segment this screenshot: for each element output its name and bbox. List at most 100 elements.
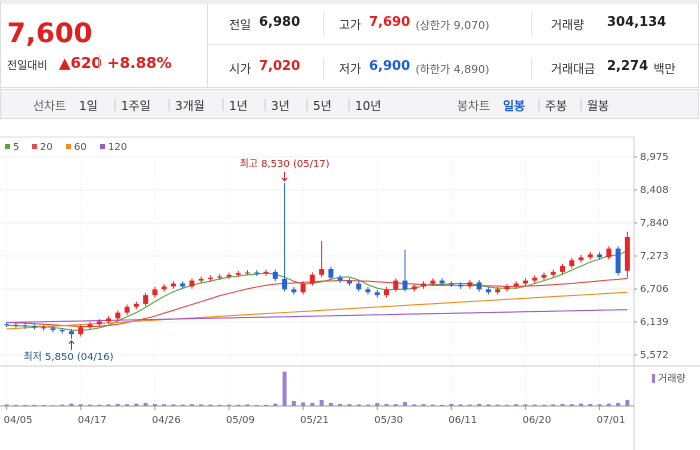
y-tick-label: 7,273 bbox=[640, 251, 669, 262]
candle-body bbox=[170, 283, 176, 287]
candle-body bbox=[337, 277, 343, 281]
candle-body bbox=[152, 289, 158, 296]
period-button[interactable]: 1년 bbox=[229, 99, 248, 113]
candle-body bbox=[597, 254, 603, 258]
candle-body bbox=[282, 278, 288, 290]
period-button[interactable]: 주봉 bbox=[545, 99, 568, 113]
period-button[interactable]: 1일 bbox=[79, 99, 98, 113]
volume-bar bbox=[282, 371, 287, 406]
candle-body bbox=[421, 283, 427, 287]
volume-bar bbox=[13, 404, 18, 406]
candle-body bbox=[328, 268, 334, 278]
stat-value: 7,020 bbox=[259, 59, 301, 74]
stat-label: 시가 bbox=[229, 62, 252, 76]
candle-body bbox=[430, 280, 436, 284]
candle-body bbox=[96, 321, 102, 325]
change-label: 전일대비 bbox=[7, 59, 48, 72]
y-tick-label: 6,706 bbox=[640, 284, 669, 295]
volume-bar bbox=[338, 404, 343, 406]
period-button[interactable]: 5년 bbox=[313, 99, 332, 113]
candle-body bbox=[161, 286, 167, 290]
period-button[interactable]: 10년 bbox=[355, 99, 382, 113]
price: 7,600 bbox=[7, 18, 93, 49]
volume-bar bbox=[597, 404, 602, 406]
candle-body bbox=[383, 289, 389, 296]
candle-body bbox=[143, 295, 149, 304]
candle-body bbox=[217, 276, 223, 278]
volume-bar bbox=[532, 404, 537, 406]
candle-body bbox=[365, 289, 371, 293]
volume-bar bbox=[328, 403, 333, 406]
ma-line bbox=[6, 291, 628, 330]
x-tick-label: 07/01 bbox=[597, 415, 626, 426]
candle-body bbox=[50, 328, 56, 331]
x-tick-label: 04/05 bbox=[4, 415, 33, 426]
candle-body bbox=[300, 283, 306, 293]
volume-bar bbox=[551, 404, 556, 406]
volume-bar bbox=[189, 404, 194, 406]
candle-body bbox=[319, 268, 325, 275]
candle-body bbox=[346, 280, 352, 284]
low-arrow bbox=[68, 340, 75, 350]
volume-bar bbox=[625, 399, 630, 406]
ma-line bbox=[6, 277, 628, 328]
volume-bar bbox=[347, 404, 352, 406]
period-button[interactable]: 1주일 bbox=[121, 99, 151, 113]
volume-bar bbox=[569, 404, 574, 406]
volume-bar bbox=[606, 403, 611, 406]
volume-bar bbox=[41, 405, 46, 406]
volume-bar bbox=[69, 403, 74, 406]
stat-value: 304,134 bbox=[607, 15, 667, 30]
volume-bar bbox=[97, 404, 102, 406]
divider bbox=[208, 44, 700, 45]
candle-body bbox=[356, 283, 362, 290]
candle-body bbox=[207, 277, 213, 279]
volume-bar bbox=[486, 404, 491, 406]
change: ▲620 bbox=[59, 54, 102, 72]
candle-body bbox=[13, 324, 19, 326]
candle-body bbox=[180, 283, 186, 287]
volume-bar bbox=[245, 404, 250, 406]
period-button[interactable]: 일봉 bbox=[503, 99, 526, 113]
divider: | bbox=[347, 97, 352, 111]
x-tick-label: 04/17 bbox=[78, 415, 107, 426]
candle-body bbox=[4, 324, 10, 326]
y-tick-label: 8,408 bbox=[640, 185, 669, 196]
volume-bar bbox=[134, 403, 139, 406]
period-button[interactable]: 3개월 bbox=[175, 99, 205, 113]
change-pct: +8.88% bbox=[107, 54, 172, 72]
candle-body bbox=[411, 286, 417, 290]
period-button[interactable]: 3년 bbox=[271, 99, 290, 113]
volume-bar bbox=[393, 404, 398, 406]
candle-body bbox=[68, 331, 74, 335]
legend-label: 20 bbox=[40, 142, 53, 153]
stat-note: (하한가 4,890) bbox=[415, 63, 490, 76]
volume-bar bbox=[560, 404, 565, 406]
volume-bar bbox=[199, 404, 204, 406]
candle-body bbox=[541, 274, 547, 278]
volume-bar bbox=[449, 404, 454, 406]
volume-bar bbox=[301, 402, 306, 406]
volume-bar bbox=[477, 403, 482, 406]
volume-bar bbox=[254, 405, 259, 406]
volume-bar bbox=[23, 405, 28, 406]
x-tick-label: 05/09 bbox=[226, 415, 255, 426]
stat-note: (상한가 9,070) bbox=[415, 19, 490, 32]
volume-bar bbox=[273, 403, 278, 406]
x-tick-label: 05/30 bbox=[374, 415, 403, 426]
legend-swatch bbox=[32, 144, 37, 149]
divider: | bbox=[537, 97, 542, 111]
volume-bar bbox=[171, 404, 176, 406]
candle-body bbox=[226, 274, 232, 277]
volume-bar bbox=[523, 404, 528, 406]
candle-body bbox=[263, 271, 269, 274]
period-button[interactable]: 월봉 bbox=[587, 99, 610, 113]
volume-bar bbox=[514, 404, 519, 406]
candle-body bbox=[522, 280, 528, 284]
volume-bar bbox=[226, 404, 231, 406]
high-annotation: 최고 8,530 (05/17) bbox=[240, 158, 330, 170]
volume-bar bbox=[375, 403, 380, 406]
candle-body bbox=[31, 326, 37, 328]
stat-value: 6,980 bbox=[259, 15, 301, 30]
